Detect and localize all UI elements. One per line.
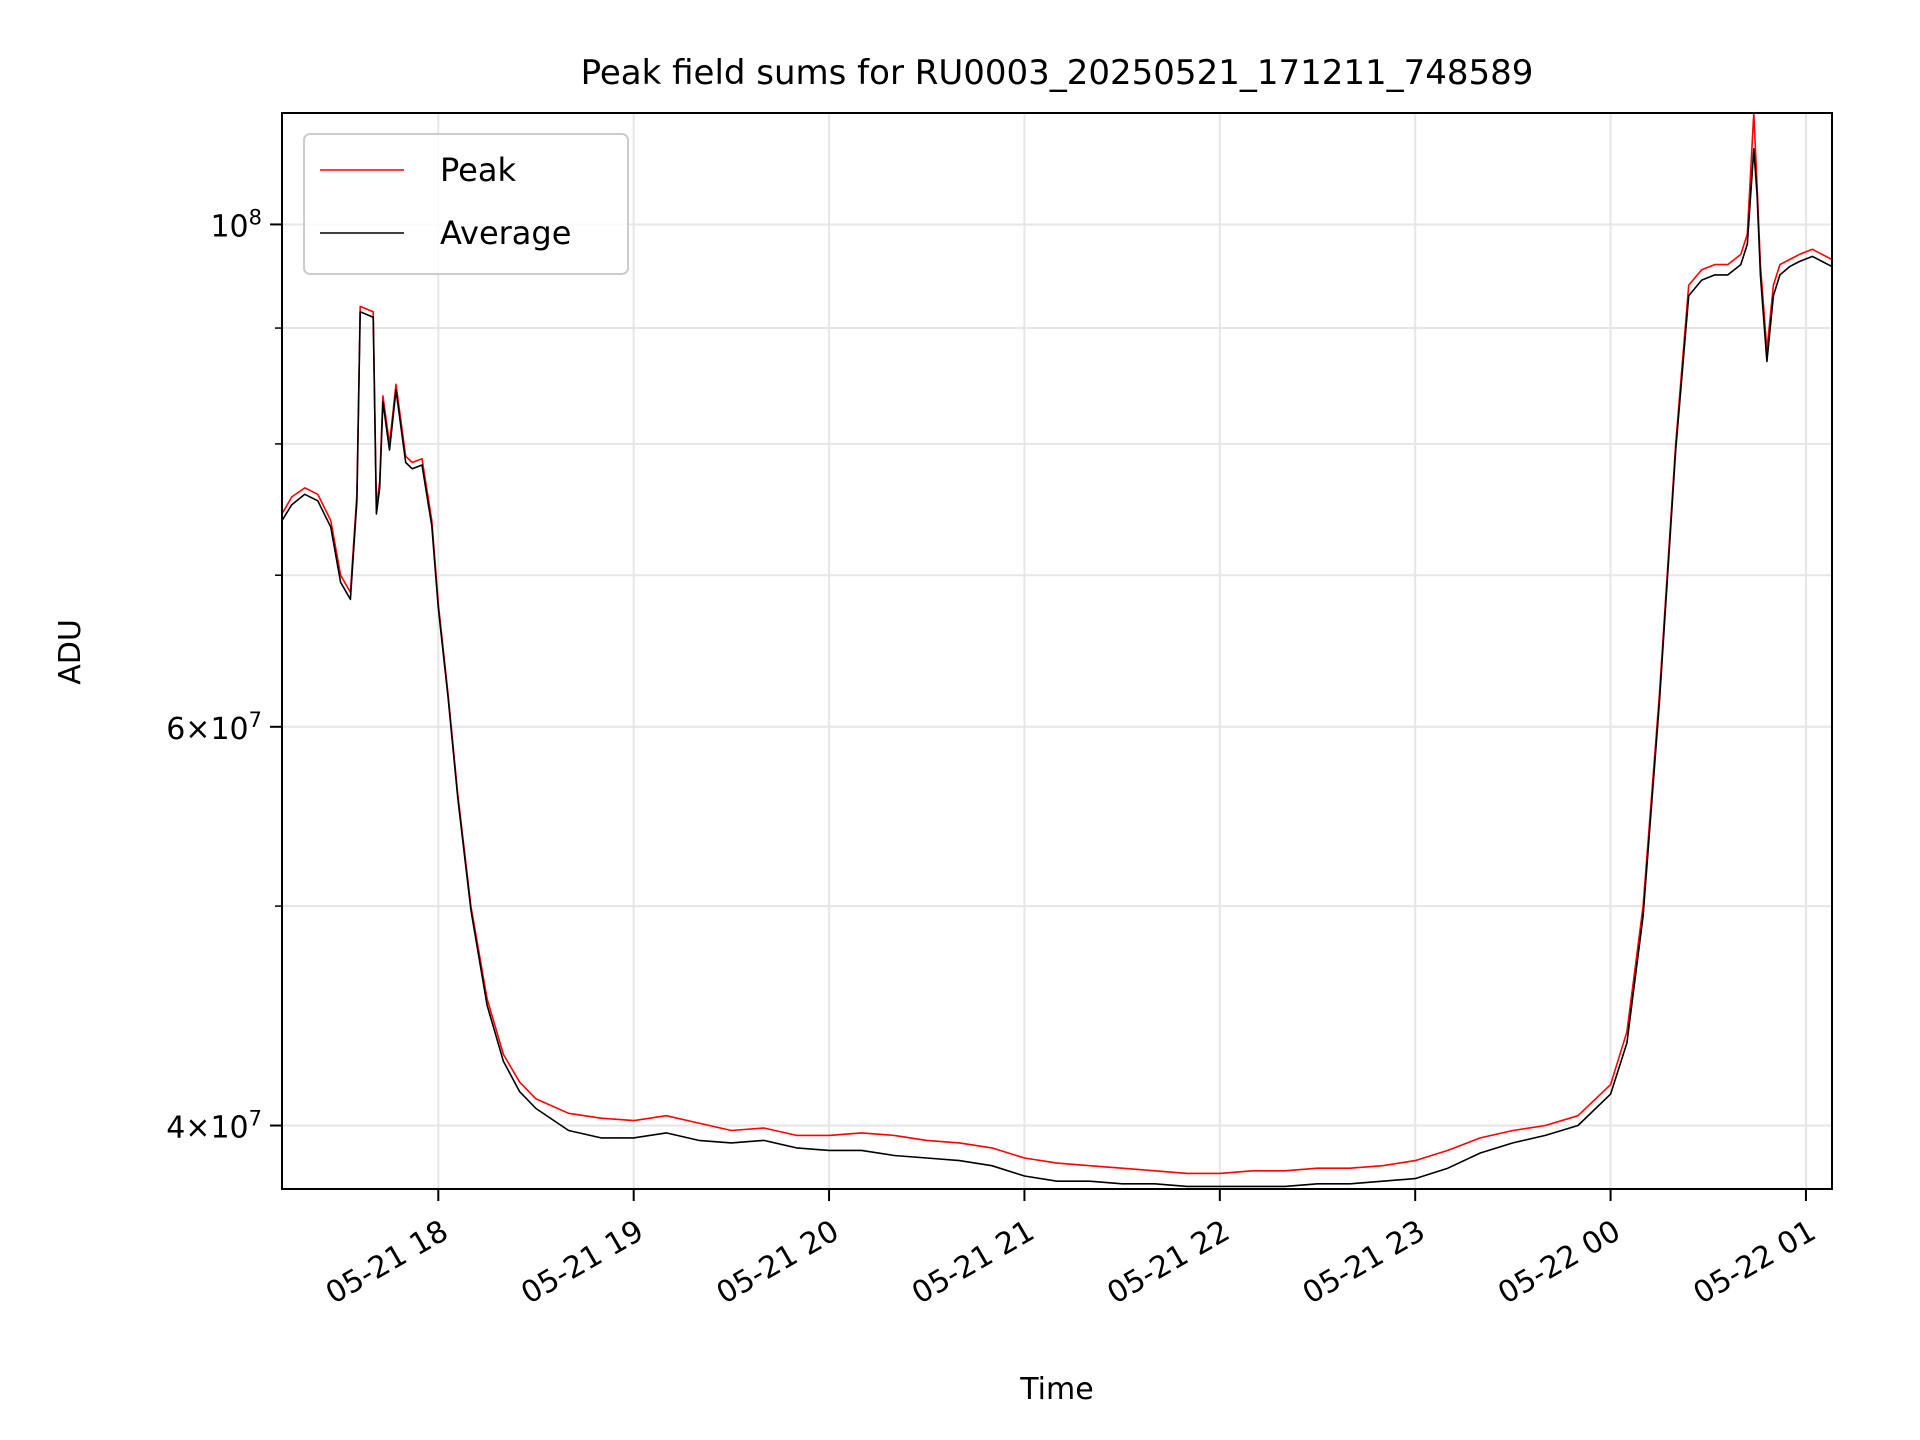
chart-title: Peak field sums for RU0003_20250521_1712…: [581, 53, 1534, 93]
legend-label-peak: Peak: [440, 151, 516, 189]
y-tick-label: 6×107: [166, 708, 262, 747]
series-layer: [281, 112, 1833, 1188]
legend-box: [303, 133, 629, 275]
y-axis-label: ADU: [53, 619, 88, 685]
legend-label-average: Average: [440, 214, 571, 252]
plot-frame: [281, 112, 1833, 1190]
y-tick-label: 108: [210, 205, 262, 244]
series-line-average: [281, 148, 1833, 1188]
legend: Peak Average: [303, 133, 629, 275]
y-tick-label: 4×107: [166, 1107, 262, 1146]
x-axis-label: Time: [1019, 1372, 1093, 1407]
